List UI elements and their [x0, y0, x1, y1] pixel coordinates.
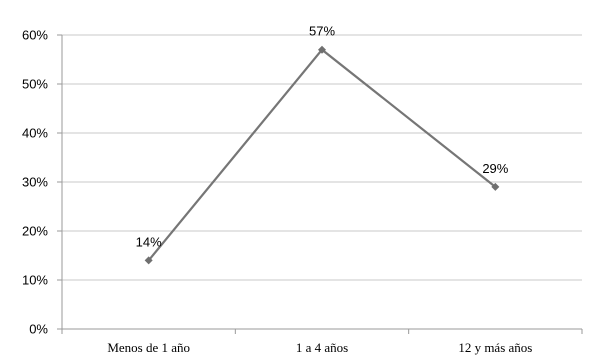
x-tick-label: 12 y más años — [458, 340, 532, 355]
data-point-marker — [318, 45, 326, 54]
y-tick-label: 30% — [22, 175, 48, 190]
series — [144, 45, 500, 265]
x-tick-label: 1 a 4 años — [296, 340, 348, 355]
data-label: 29% — [482, 161, 508, 176]
y-tick-label: 50% — [22, 77, 48, 92]
grid-lines — [62, 34, 582, 281]
x-tick-label: Menos de 1 año — [107, 340, 190, 355]
x-axis-ticks: Menos de 1 año 1 a 4 años 12 y más años — [61, 329, 583, 355]
data-point-marker — [144, 256, 153, 265]
data-point-marker — [491, 182, 500, 191]
data-labels: 14% 57% 29% — [136, 24, 509, 250]
y-tick-label: 60% — [22, 28, 48, 43]
y-tick-label: 20% — [22, 224, 48, 239]
series-line — [147, 48, 497, 262]
data-label: 14% — [136, 234, 162, 249]
data-label: 57% — [309, 24, 335, 39]
y-tick-label: 40% — [22, 126, 48, 141]
y-tick-label: 10% — [22, 273, 48, 288]
y-axis-ticks: 0% 10% 20% 30% 40% 50% 60% — [22, 28, 62, 337]
y-tick-label: 0% — [29, 322, 48, 337]
